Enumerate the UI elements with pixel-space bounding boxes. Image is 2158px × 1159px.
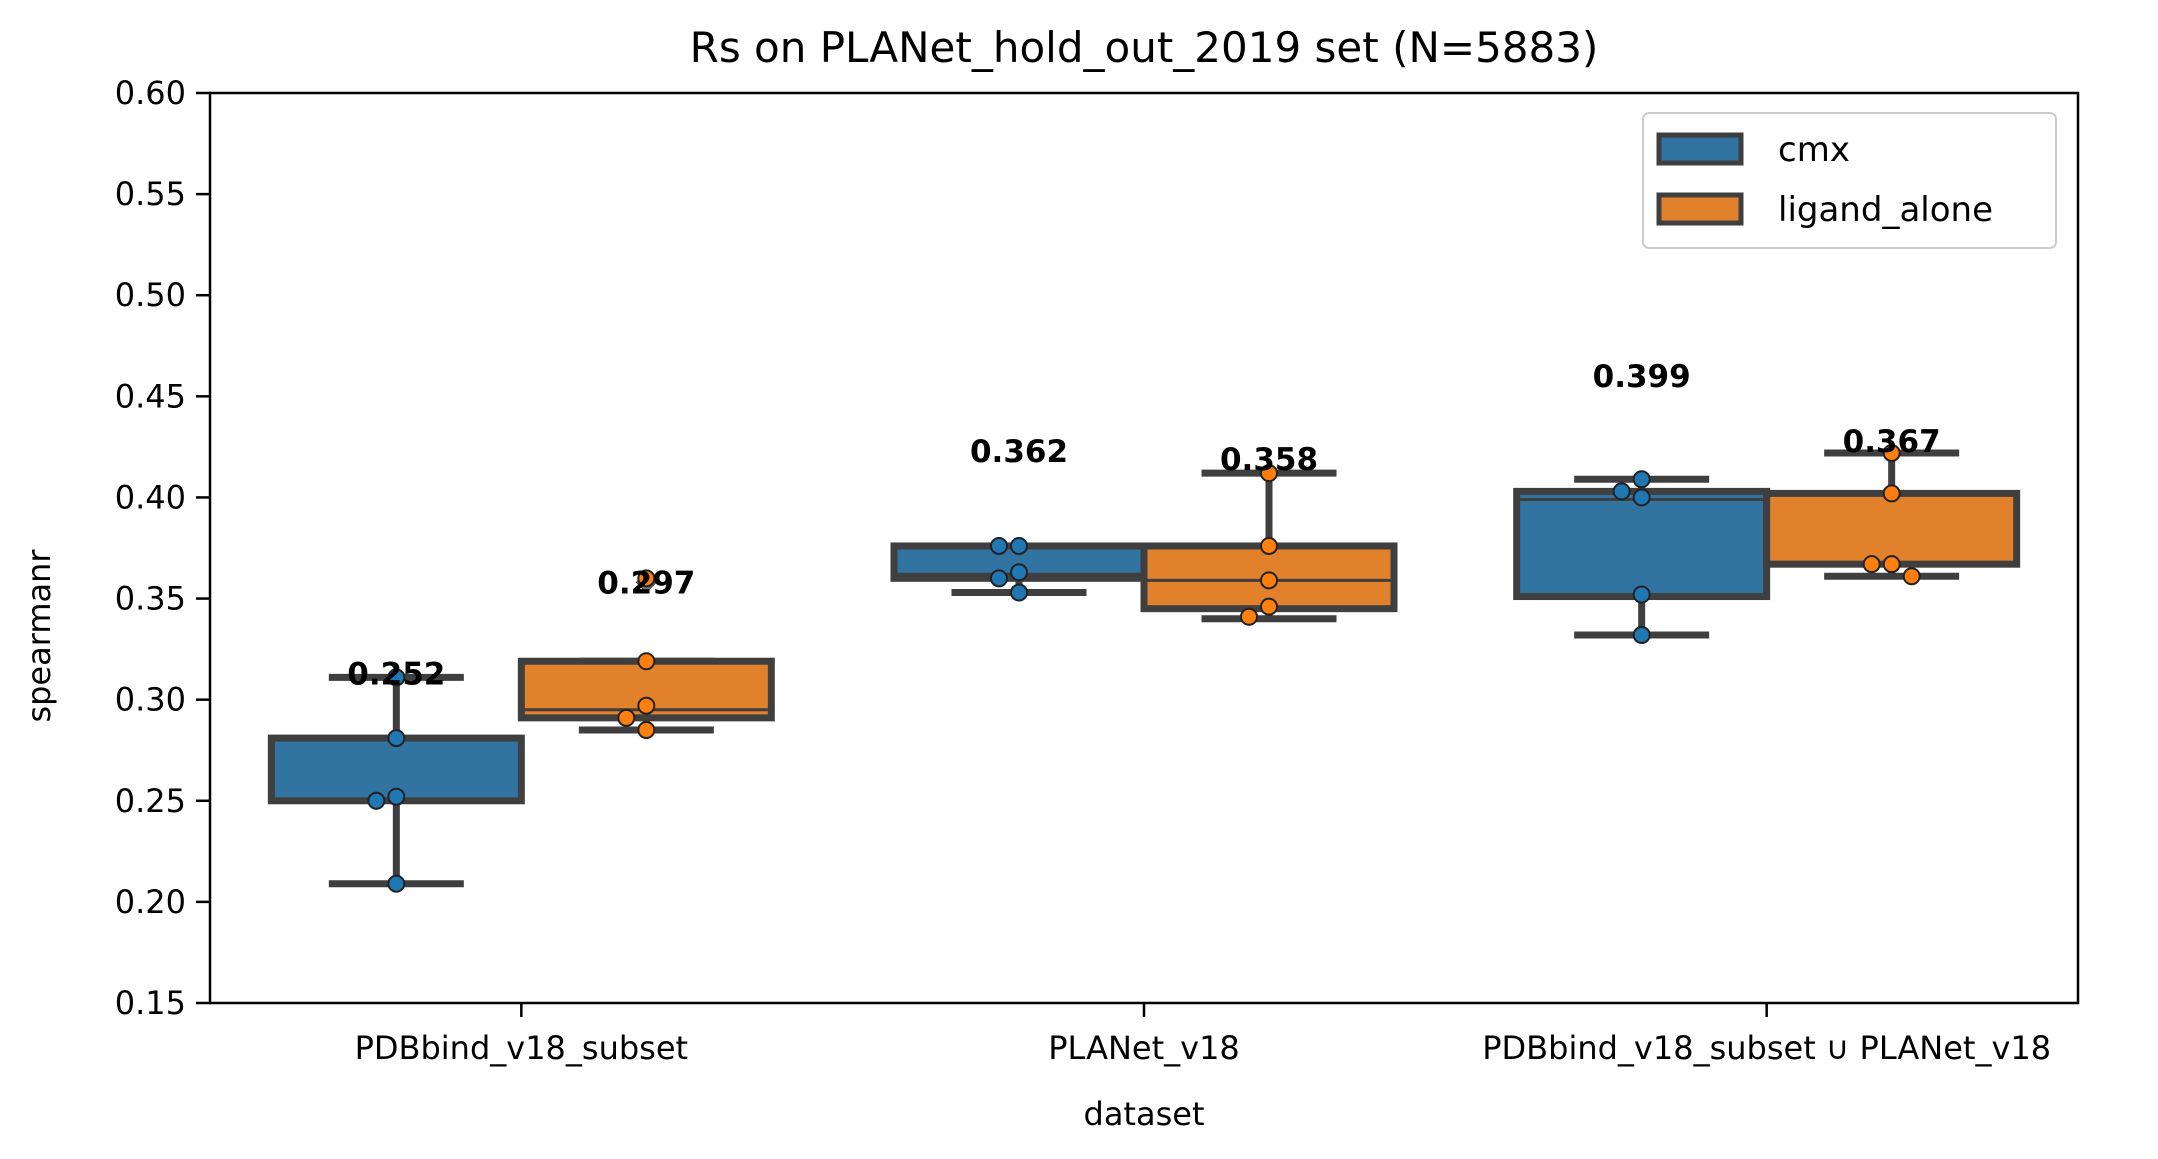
data-point-cmx (1632, 625, 1651, 644)
y-tick-label: 0.20 (115, 883, 186, 921)
y-tick-label: 0.30 (115, 681, 186, 719)
value-label: 0.362 (970, 434, 1068, 470)
data-point-ligand_alone (1882, 555, 1901, 574)
value-label: 0.252 (347, 656, 445, 692)
value-label: 0.358 (1220, 442, 1318, 478)
x-axis-label: dataset (1084, 1095, 1205, 1133)
data-point-cmx (1010, 563, 1028, 582)
data-point-cmx (387, 874, 406, 893)
data-point-ligand_alone (1260, 597, 1278, 616)
data-point-cmx (367, 791, 386, 810)
data-point-ligand_alone (637, 569, 656, 588)
y-tick-label: 0.55 (115, 175, 186, 213)
data-point-cmx (990, 569, 1008, 588)
x-tick-label: PDBbind_v18_subset ∪ PLANet_v18 (1482, 1029, 2051, 1067)
y-tick-label: 0.35 (115, 580, 186, 618)
legend: cmx ligand_alone (1642, 112, 2057, 249)
y-tick-label: 0.40 (115, 478, 186, 516)
data-point-ligand_alone (1882, 443, 1901, 462)
data-point-ligand_alone (1902, 567, 1921, 586)
data-point-cmx (1632, 585, 1651, 604)
legend-swatch-cmx (1656, 132, 1744, 166)
y-tick-label: 0.60 (115, 74, 186, 112)
data-point-ligand_alone (1260, 464, 1278, 483)
data-point-ligand_alone (637, 652, 656, 671)
data-point-ligand_alone (1260, 536, 1278, 555)
data-point-ligand_alone (1882, 484, 1901, 503)
data-point-ligand_alone (617, 708, 636, 727)
value-label: 0.367 (1843, 424, 1941, 460)
legend-label: cmx (1778, 130, 1850, 170)
value-label: 0.399 (1593, 359, 1691, 395)
legend-label: ligand_alone (1778, 190, 1993, 230)
value-label: 0.297 (597, 565, 695, 601)
data-point-cmx (990, 536, 1008, 555)
data-point-cmx (1010, 583, 1028, 602)
box-cmx (1513, 487, 1771, 601)
data-point-cmx (387, 729, 406, 748)
data-point-cmx (387, 787, 406, 806)
data-point-ligand_alone (1260, 571, 1278, 590)
y-tick-label: 0.15 (115, 984, 186, 1022)
data-point-ligand_alone (637, 696, 656, 715)
legend-frame (1642, 112, 2057, 249)
plot-area: 0.15 0.20 0.25 0.30 0.35 0.40 0.45 0.50 0.55 0.60… (115, 74, 2080, 1067)
x-tick-label: PDBbind_v18_subset (355, 1029, 689, 1067)
legend-swatch-ligand_alone (1656, 192, 1744, 226)
data-point-cmx (1612, 482, 1631, 501)
y-tick-label: 0.45 (115, 377, 186, 415)
data-point-ligand_alone (1862, 555, 1881, 574)
y-tick-label: 0.50 (115, 276, 186, 314)
x-tick-label: PLANet_v18 (1048, 1029, 1240, 1067)
data-point-ligand_alone (637, 721, 656, 739)
y-axis-label: spearmanr (20, 549, 58, 723)
box-ligand_alone (1763, 489, 2021, 568)
data-point-cmx (1010, 536, 1028, 555)
chart-title: Rs on PLANet_hold_out_2019 set (N=5883) (690, 23, 1599, 72)
data-point-cmx (1632, 470, 1651, 489)
y-tick-label: 0.25 (115, 782, 186, 820)
data-point-cmx (1632, 488, 1651, 507)
data-point-ligand_alone (1240, 607, 1258, 626)
data-point-cmx (387, 668, 406, 687)
